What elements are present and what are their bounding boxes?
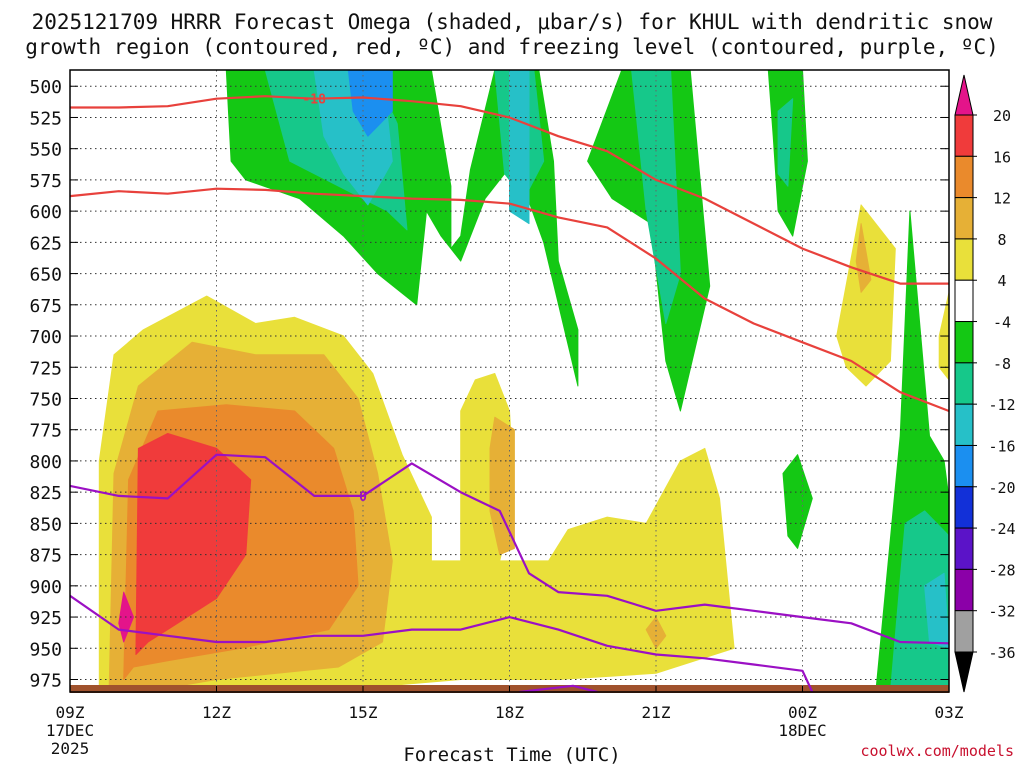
colorbar-label: -12 <box>988 396 1015 414</box>
colorbar-label: -8 <box>993 355 1011 373</box>
colorbar-label: 8 <box>997 231 1006 249</box>
colorbar-bin <box>954 321 974 364</box>
colorbar-arrow-bottom <box>954 651 974 693</box>
y-tick-label: 575 <box>29 171 62 192</box>
dgz-contour <box>70 95 949 285</box>
freezing-level-contour <box>70 594 814 692</box>
freezing-level-contour-label: 0 <box>359 490 367 505</box>
chart-title-line1: 2025121709 HRRR Forecast Omega (shaded, … <box>31 10 993 34</box>
omega-region <box>782 454 813 549</box>
dgz-contour <box>70 187 949 413</box>
x-tick-label: 09Z <box>56 703 85 722</box>
colorbar-label: -4 <box>993 314 1011 332</box>
omega-region <box>135 433 252 655</box>
y-tick-label: 550 <box>29 140 62 161</box>
dgz-contour-label: -18 <box>302 93 326 108</box>
y-tick-label: 775 <box>29 421 62 442</box>
colorbar-bin <box>954 527 974 570</box>
x-tick-label: 12Z <box>202 703 231 722</box>
x-tick-year: 2025 <box>51 739 90 758</box>
colorbar-arrow-top <box>954 74 974 116</box>
y-tick-label: 950 <box>29 639 62 660</box>
y-tick-label: 625 <box>29 233 62 254</box>
y-tick-label: 650 <box>29 265 62 286</box>
colorbar-bin <box>954 362 974 405</box>
y-tick-label: 700 <box>29 327 62 348</box>
colorbar-bin <box>954 403 974 446</box>
omega-region <box>509 70 530 225</box>
colorbar-bin <box>954 610 974 653</box>
y-tick-label: 925 <box>29 608 62 629</box>
colorbar-bin <box>954 568 974 612</box>
x-tick-date: 17DEC <box>46 721 94 740</box>
y-tick-label: 675 <box>29 296 62 317</box>
y-tick-label: 975 <box>29 671 62 692</box>
colorbar-label: -36 <box>988 644 1015 662</box>
y-tick-label: 900 <box>29 577 62 598</box>
colorbar-bin <box>954 155 974 199</box>
y-tick-label: 525 <box>29 108 62 129</box>
omega-region <box>587 70 711 412</box>
x-tick-label: 03Z <box>935 703 964 722</box>
x-tick-label: 15Z <box>349 703 378 722</box>
chart-title-line2: growth region (contoured, red, ºC) and f… <box>25 35 999 59</box>
omega-region <box>645 616 667 649</box>
y-tick-label: 850 <box>29 514 62 535</box>
colorbar-label: -16 <box>988 437 1015 455</box>
omega-region <box>631 70 681 324</box>
colorbar-bin <box>954 486 974 529</box>
y-tick-label: 825 <box>29 483 62 504</box>
colorbar-label: -32 <box>988 603 1015 621</box>
colorbar-bin <box>954 114 974 157</box>
freezing-level-contour <box>519 684 598 692</box>
y-tick-label: 500 <box>29 77 62 98</box>
x-tick-label: 21Z <box>642 703 671 722</box>
freezing-level-contour <box>70 453 949 645</box>
colorbar-label: -28 <box>988 561 1015 579</box>
colorbar-bin <box>954 238 974 281</box>
x-tick-date: 18DEC <box>778 721 826 740</box>
colorbar-label: 12 <box>993 190 1011 208</box>
colorbar-label: 20 <box>993 107 1011 125</box>
x-tick-label: 18Z <box>495 703 524 722</box>
omega-region <box>889 510 949 692</box>
omega-region <box>855 223 872 293</box>
omega-region <box>924 572 949 649</box>
colorbar-label: -20 <box>988 479 1015 497</box>
omega-region <box>489 416 515 556</box>
colorbar-label: 16 <box>993 148 1011 166</box>
colorbar-bin <box>954 444 974 488</box>
colorbar-label: -24 <box>988 520 1015 538</box>
credit-link[interactable]: coolwx.com/models <box>860 742 1014 760</box>
y-tick-label: 875 <box>29 546 62 567</box>
colorbar-bin <box>954 279 974 323</box>
colorbar-label: 4 <box>997 272 1006 290</box>
y-tick-label: 725 <box>29 358 62 379</box>
y-tick-label: 750 <box>29 389 62 410</box>
y-tick-label: 600 <box>29 202 62 223</box>
colorbar-bin <box>954 197 974 240</box>
omega-region <box>777 98 794 187</box>
y-tick-label: 800 <box>29 452 62 473</box>
x-tick-label: 00Z <box>788 703 817 722</box>
x-axis-label: Forecast Time (UTC) <box>403 744 621 766</box>
